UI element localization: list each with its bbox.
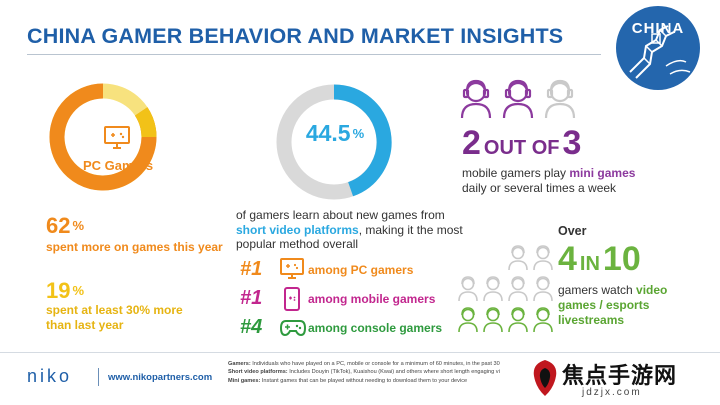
- rank-label: among PC gamers: [308, 263, 414, 277]
- ratio-word: IN: [579, 253, 600, 275]
- mobile-phone-icon: [284, 287, 300, 311]
- website-link[interactable]: www.nikopartners.com: [108, 372, 213, 383]
- mini-games-highlight: mini games: [569, 166, 636, 180]
- watermark-url: jdzjx.com: [582, 387, 642, 398]
- over-label: Over: [558, 224, 587, 238]
- badge-label: CHINA: [631, 20, 685, 37]
- pc-gamers-label: PC Gamers: [82, 158, 154, 173]
- esports-highlight: video games / esports livestreams: [558, 283, 668, 327]
- mini-games-people-icons: [460, 79, 576, 119]
- definitions: Gamers: Individuals who have played on a…: [228, 360, 528, 385]
- ratio-word: OUT OF: [483, 137, 560, 159]
- person-icon-filled: [533, 307, 553, 333]
- mini-games-description: mobile gamers play mini games daily or s…: [462, 166, 636, 195]
- niko-logo: niko: [27, 366, 73, 386]
- footer-separator: [98, 368, 99, 386]
- pc-gamepad-icon: [280, 258, 304, 279]
- definition-mini-games: Mini games: Instant games that can be pl…: [228, 377, 468, 384]
- short-video-percent: 44.5%: [290, 120, 380, 147]
- ratio-num1: 4: [558, 240, 577, 278]
- person-icon-empty: [544, 79, 576, 119]
- watermark-background: [528, 353, 720, 405]
- short-video-donut: [276, 84, 392, 200]
- person-icon-filled: [483, 307, 503, 333]
- person-icon-empty: [483, 276, 503, 302]
- person-icon-filled: [458, 307, 478, 333]
- person-icon-empty: [533, 245, 553, 271]
- rank-label: among console gamers: [308, 321, 443, 335]
- person-icon-filled: [508, 307, 528, 333]
- esports-people-grid: [458, 245, 553, 333]
- definition-gamers: Gamers: Individuals who have played on a…: [228, 361, 500, 367]
- short-video-highlight: short video platforms: [236, 222, 359, 237]
- person-icon-empty: [533, 276, 553, 302]
- china-badge: CHINA: [616, 6, 700, 90]
- short-video-value: 44.5: [305, 120, 351, 146]
- stat-62-percent: 62%: [46, 213, 84, 239]
- person-icon-filled: [502, 79, 534, 119]
- stat-62-percent-sign: %: [72, 218, 85, 233]
- stat-19-percent-sign: %: [72, 283, 85, 298]
- ratio-num1: 2: [462, 124, 481, 162]
- rank-number: #4: [240, 316, 263, 338]
- esports-description: gamers watch video games / esports lives…: [558, 283, 668, 327]
- pc-gamers-donut: [49, 83, 157, 191]
- title-divider: [27, 54, 601, 55]
- stat-62-text: spent more on games this year: [46, 240, 223, 254]
- stat-62-value: 62: [46, 213, 71, 238]
- ratio-num2: 10: [602, 240, 641, 278]
- definition-short-video: Short video platforms: Includes Douyin (…: [228, 369, 500, 376]
- short-video-percent-sign: %: [352, 126, 365, 141]
- rank-number: #1: [240, 258, 263, 280]
- rank-number: #1: [240, 287, 263, 309]
- stat-19-percent: 19%: [46, 278, 84, 304]
- stat-19-text: spent at least 30% more than last year: [46, 303, 183, 332]
- controller-icon: [280, 320, 306, 337]
- person-icon-empty: [508, 276, 528, 302]
- person-icon-filled: [460, 79, 492, 119]
- mini-games-ratio: 2 OUT OF3: [462, 124, 581, 163]
- watermark-text: 焦点手游网: [562, 363, 678, 388]
- watermark-logo-icon: [533, 360, 557, 396]
- rank-label: among mobile gamers: [308, 292, 436, 306]
- great-wall-icon: [629, 25, 691, 79]
- short-video-description: of gamers learn about new games from sho…: [236, 208, 463, 251]
- page-title: CHINA GAMER BEHAVIOR AND MARKET INSIGHTS: [27, 24, 564, 48]
- ratio-num2: 3: [562, 124, 582, 162]
- person-icon-empty: [508, 245, 528, 271]
- person-icon-empty: [458, 276, 478, 302]
- pc-monitor-icon: [104, 126, 130, 149]
- stat-19-value: 19: [46, 278, 71, 303]
- footer-divider: [0, 352, 720, 353]
- esports-ratio: 4 IN10: [558, 240, 641, 279]
